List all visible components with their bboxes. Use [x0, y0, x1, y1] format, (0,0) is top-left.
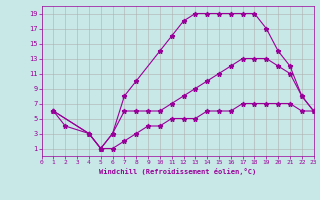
X-axis label: Windchill (Refroidissement éolien,°C): Windchill (Refroidissement éolien,°C) — [99, 168, 256, 175]
